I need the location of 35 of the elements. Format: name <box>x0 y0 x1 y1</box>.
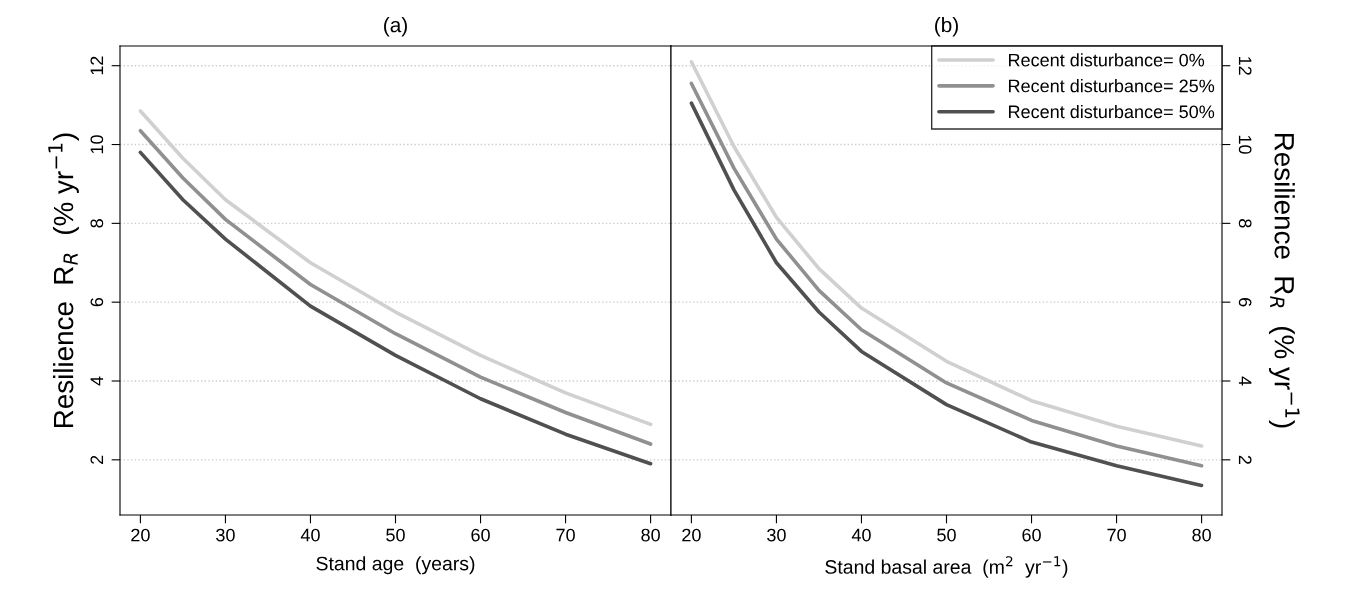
y-tick-label: 4 <box>90 376 104 386</box>
x-tick-label: 70 <box>1107 528 1126 542</box>
y-tick-label: 10 <box>90 135 104 154</box>
y-tick-label: 6 <box>90 297 104 307</box>
chart-title: (b) <box>935 17 958 37</box>
y-axis-title: Resilience R$_{R}$ (% yr$^{−1}$) <box>48 133 79 427</box>
x-tick-label: 60 <box>471 528 490 542</box>
y2-tick-label: 12 <box>1238 57 1252 75</box>
y-tick-label: 12 <box>90 56 104 75</box>
y2-tick-label: 2 <box>1238 455 1252 464</box>
x-tick-label: 80 <box>641 528 660 542</box>
chart-title: (a) <box>384 17 407 37</box>
y2-axis-title: Resilience R$_{R}$ (% yr$^{−1}$) <box>1268 134 1300 428</box>
x-tick-label: 50 <box>937 528 956 542</box>
x-tick-label: 50 <box>386 528 405 542</box>
legend-label: Recent disturbance= 25% <box>1009 79 1215 93</box>
x-tick-label: 70 <box>556 528 575 542</box>
x-tick-label: 30 <box>767 528 786 542</box>
x-tick-label: 40 <box>300 528 320 542</box>
x-axis-title: Stand age (years) <box>316 556 475 575</box>
x-tick-label: 30 <box>216 528 235 542</box>
legend-label: Recent disturbance= 50% <box>1009 104 1215 119</box>
y2-tick-label: 10 <box>1238 135 1252 154</box>
x-tick-label: 20 <box>131 528 150 542</box>
x-axis-title: Stand basal area (m$^{2}$ yr$^{−1}$) <box>825 556 1068 578</box>
x-tick-label: 80 <box>1192 528 1211 542</box>
y-tick-label: 2 <box>90 455 104 464</box>
y-tick-label: 8 <box>90 219 104 228</box>
x-tick-label: 40 <box>851 528 871 542</box>
y2-tick-label: 6 <box>1238 298 1252 307</box>
legend-label: Recent disturbance= 0% <box>1009 53 1205 67</box>
x-tick-label: 20 <box>682 528 701 542</box>
y2-tick-label: 8 <box>1238 219 1252 228</box>
y2-tick-label: 4 <box>1238 376 1252 386</box>
x-tick-label: 60 <box>1022 528 1041 542</box>
